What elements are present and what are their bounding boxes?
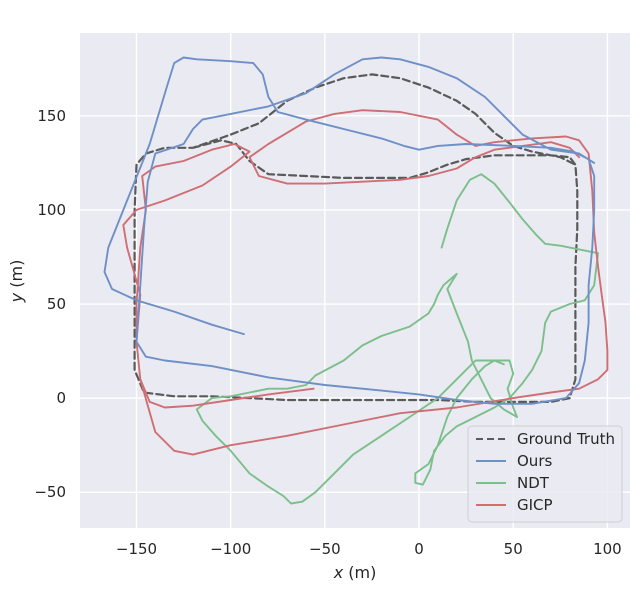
x-tick-label: 50	[504, 540, 523, 558]
x-tick-labels: −150 −100 −50 0 50 100	[116, 540, 622, 558]
y-tick-label: 0	[56, 389, 66, 407]
legend: Ground Truth Ours NDT GICP	[467, 425, 623, 523]
legend-label-ndt: NDT	[517, 474, 550, 492]
x-axis-label: x (m)	[333, 563, 377, 582]
series-line-ground-truth	[133, 73, 579, 403]
x-tick-label: −50	[309, 540, 341, 558]
legend-label-ground-truth: Ground Truth	[517, 430, 615, 448]
y-axis-label: y (m)	[7, 260, 26, 304]
y-tick-labels: −50 0 50 100 150	[34, 107, 66, 501]
x-tick-label: 100	[593, 540, 622, 558]
y-tick-label: 100	[37, 201, 66, 219]
series-lines	[103, 56, 609, 505]
legend-label-gicp: GICP	[517, 496, 553, 514]
series-line-ours	[103, 56, 596, 405]
series-line-ndt	[195, 173, 599, 505]
y-tick-label: 150	[37, 107, 66, 125]
x-tick-label: −100	[210, 540, 251, 558]
series-line-gicp	[122, 109, 609, 456]
legend-box	[467, 425, 623, 523]
x-tick-label: −150	[116, 540, 157, 558]
x-tick-label: 0	[414, 540, 424, 558]
y-tick-label: 50	[47, 295, 66, 313]
y-tick-label: −50	[34, 483, 66, 501]
legend-label-ours: Ours	[517, 452, 552, 470]
